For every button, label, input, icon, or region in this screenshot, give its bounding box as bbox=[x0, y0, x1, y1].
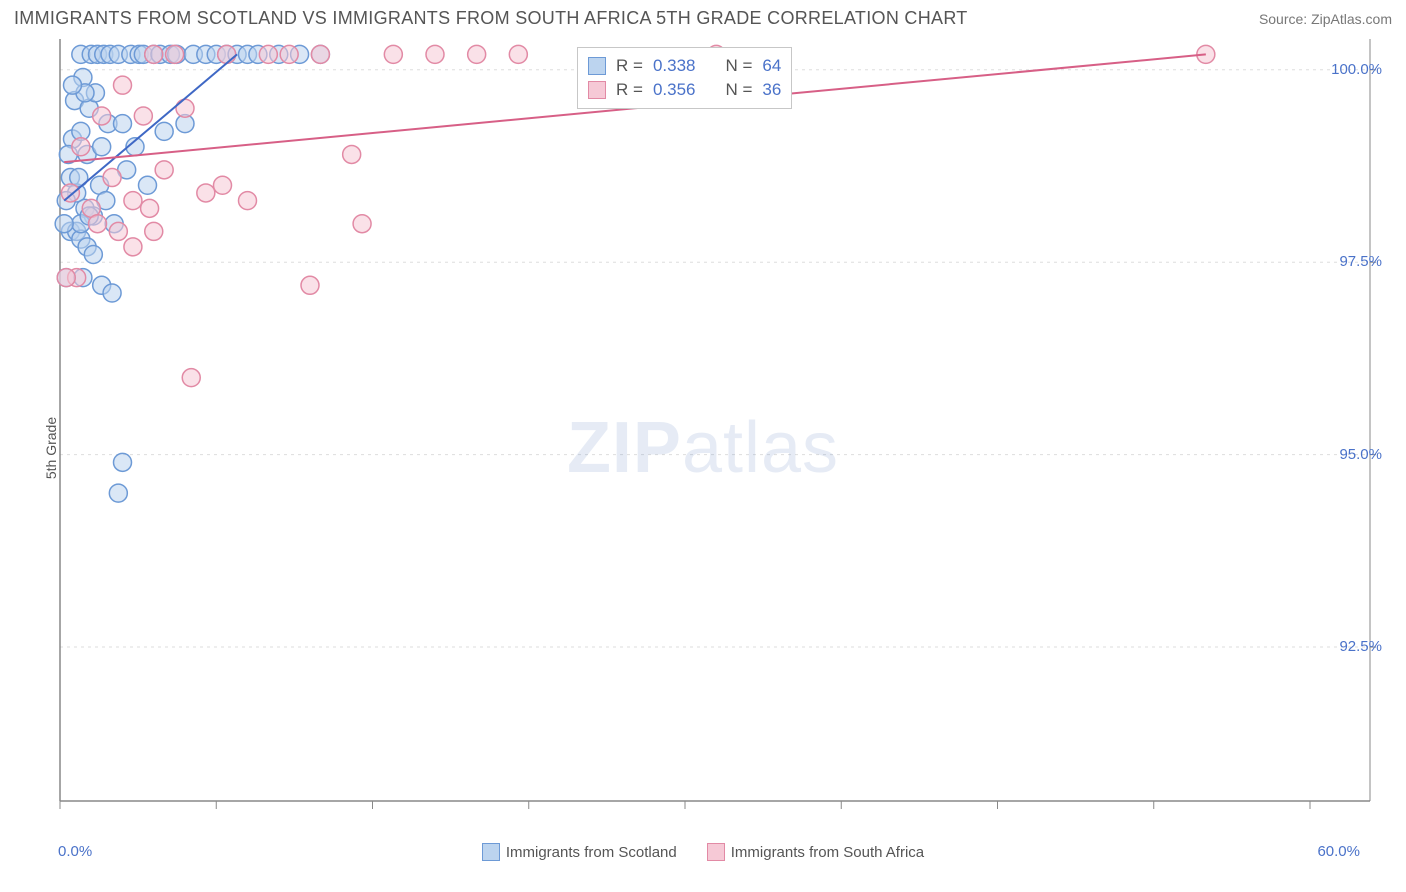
y-tick-label: 97.5% bbox=[1339, 253, 1382, 270]
source-attribution: Source: ZipAtlas.com bbox=[1259, 11, 1392, 27]
y-tick-label: 100.0% bbox=[1331, 61, 1382, 78]
chart-header: IMMIGRANTS FROM SCOTLAND VS IMMIGRANTS F… bbox=[10, 8, 1396, 33]
chart-title: IMMIGRANTS FROM SCOTLAND VS IMMIGRANTS F… bbox=[14, 8, 968, 29]
legend-item: Immigrants from Scotland bbox=[482, 843, 677, 861]
series-swatch bbox=[588, 57, 606, 75]
y-axis-label: 5th Grade bbox=[43, 417, 59, 479]
legend-item: Immigrants from South Africa bbox=[707, 843, 924, 861]
legend-swatch bbox=[482, 843, 500, 861]
stats-row: R = 0.338N = 64 bbox=[588, 54, 781, 78]
legend-swatch bbox=[707, 843, 725, 861]
series-swatch bbox=[588, 81, 606, 99]
y-tick-label: 92.5% bbox=[1339, 638, 1382, 655]
y-tick-label: 95.0% bbox=[1339, 446, 1382, 463]
correlation-stats-box: R = 0.338N = 64R = 0.356N = 36 bbox=[577, 47, 792, 109]
scatter-plot bbox=[10, 33, 1396, 833]
legend-label: Immigrants from South Africa bbox=[731, 844, 924, 861]
chart-container: 5th Grade ZIPatlas R = 0.338N = 64R = 0.… bbox=[10, 33, 1396, 863]
legend-bottom: Immigrants from Scotland Immigrants from … bbox=[10, 843, 1396, 861]
stats-row: R = 0.356N = 36 bbox=[588, 78, 781, 102]
legend-label: Immigrants from Scotland bbox=[506, 844, 677, 861]
